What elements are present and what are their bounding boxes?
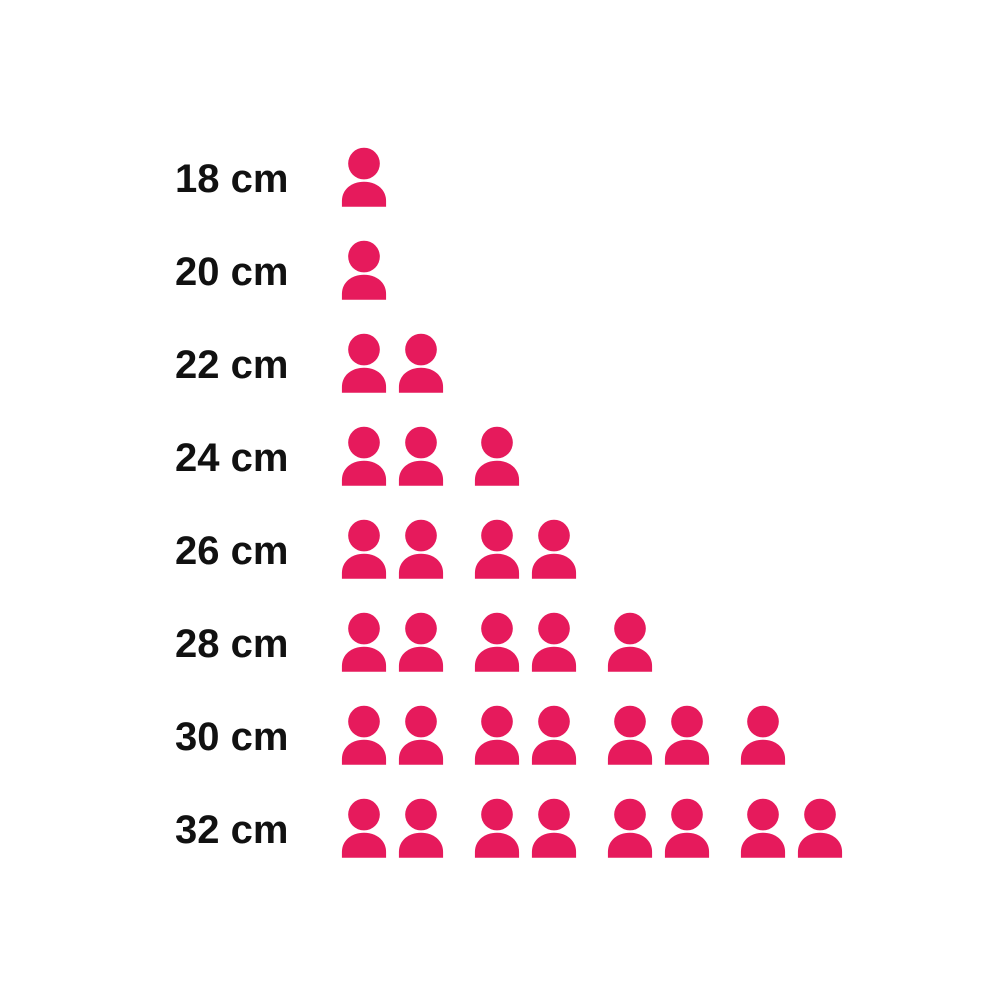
icon-row (340, 798, 844, 858)
person-icon (341, 519, 387, 579)
person-icon (398, 798, 444, 858)
chart-row: 22 cm (175, 316, 844, 409)
icon-row (340, 147, 388, 207)
person-icon (531, 519, 577, 579)
person-icon (607, 612, 653, 672)
person-icon (607, 705, 653, 765)
chart-row: 24 cm (175, 409, 844, 502)
chart-row: 20 cm (175, 223, 844, 316)
row-label: 22 cm (175, 343, 289, 387)
person-icon (664, 798, 710, 858)
row-label: 24 cm (175, 436, 289, 480)
person-icon (474, 705, 520, 765)
row-label: 20 cm (175, 250, 289, 294)
row-label: 18 cm (175, 157, 289, 201)
person-icon (607, 798, 653, 858)
icon-row (340, 612, 654, 672)
person-icon (797, 798, 843, 858)
person-icon (341, 333, 387, 393)
person-icon (398, 612, 444, 672)
icon-row (340, 333, 445, 393)
person-icon (531, 798, 577, 858)
person-icon (398, 519, 444, 579)
person-icon (341, 798, 387, 858)
person-icon (474, 612, 520, 672)
person-icon (531, 705, 577, 765)
person-icon (341, 240, 387, 300)
person-icon (341, 426, 387, 486)
icon-row (340, 240, 388, 300)
person-icon (531, 612, 577, 672)
person-icon (474, 519, 520, 579)
person-icon (341, 147, 387, 207)
row-label: 30 cm (175, 715, 289, 759)
chart-row: 32 cm (175, 781, 844, 874)
person-icon (398, 705, 444, 765)
row-label: 26 cm (175, 529, 289, 573)
person-icon (740, 705, 786, 765)
row-label: 32 cm (175, 808, 289, 852)
chart-rows: 18 cm 20 cm 22 cm 24 cm 26 cm 28 cm 30 cm 32 cm (175, 130, 844, 874)
chart-row: 26 cm (175, 502, 844, 595)
person-icon (740, 798, 786, 858)
icon-row (340, 705, 787, 765)
person-icon (474, 426, 520, 486)
icon-row (340, 519, 578, 579)
chart-row: 28 cm (175, 595, 844, 688)
person-icon (341, 705, 387, 765)
chart-row: 18 cm (175, 130, 844, 223)
chart-row: 30 cm (175, 688, 844, 781)
icon-row (340, 426, 521, 486)
person-icon (474, 798, 520, 858)
row-label: 28 cm (175, 622, 289, 666)
person-icon (398, 426, 444, 486)
person-icon (664, 705, 710, 765)
person-icon (398, 333, 444, 393)
person-icon (341, 612, 387, 672)
